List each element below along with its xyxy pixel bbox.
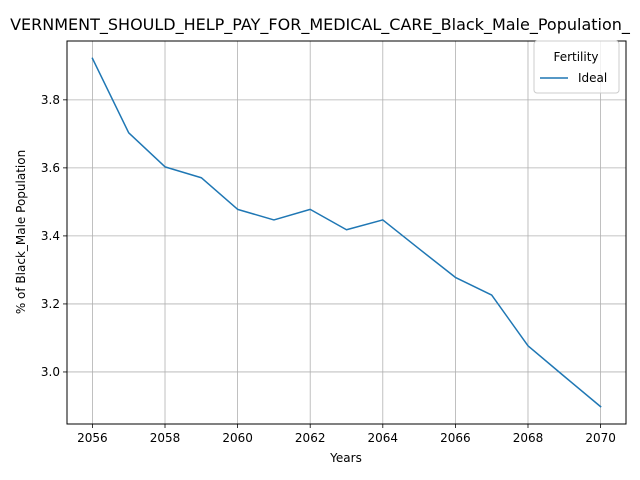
x-tick-label: 2058 bbox=[150, 431, 181, 445]
series-layer bbox=[91, 57, 602, 408]
y-axis-ticks: 3.0 3.2 3.4 3.6 3.8 bbox=[41, 93, 67, 379]
legend: Fertility Ideal bbox=[533, 40, 620, 94]
x-tick-label: 2064 bbox=[368, 431, 399, 445]
y-tick-label: 3.0 bbox=[41, 365, 60, 379]
y-axis-label: % of Black_Male Population bbox=[14, 150, 28, 314]
chart-title: VERNMENT_SHOULD_HELP_PAY_FOR_MEDICAL_CAR… bbox=[10, 15, 631, 35]
x-tick-label: 2068 bbox=[513, 431, 544, 445]
legend-title: Fertility bbox=[553, 50, 598, 64]
legend-box bbox=[533, 40, 620, 94]
x-tick-label: 2056 bbox=[77, 431, 108, 445]
legend-entry-ideal: Ideal bbox=[578, 71, 607, 85]
y-tick-label: 3.8 bbox=[41, 93, 60, 107]
x-tick-label: 2062 bbox=[295, 431, 326, 445]
x-tick-label: 2070 bbox=[585, 431, 616, 445]
y-tick-label: 3.2 bbox=[41, 297, 60, 311]
x-axis-ticks: 2056 2058 2060 2062 2064 2066 2068 2070 bbox=[77, 424, 616, 445]
y-tick-label: 3.6 bbox=[41, 161, 60, 175]
y-tick-label: 3.4 bbox=[41, 229, 60, 243]
x-axis-label: Years bbox=[329, 451, 362, 465]
plot-frame bbox=[66, 40, 627, 425]
grid-layer bbox=[67, 41, 626, 424]
series-line-ideal bbox=[91, 57, 602, 408]
x-tick-label: 2060 bbox=[222, 431, 253, 445]
x-tick-label: 2066 bbox=[440, 431, 471, 445]
